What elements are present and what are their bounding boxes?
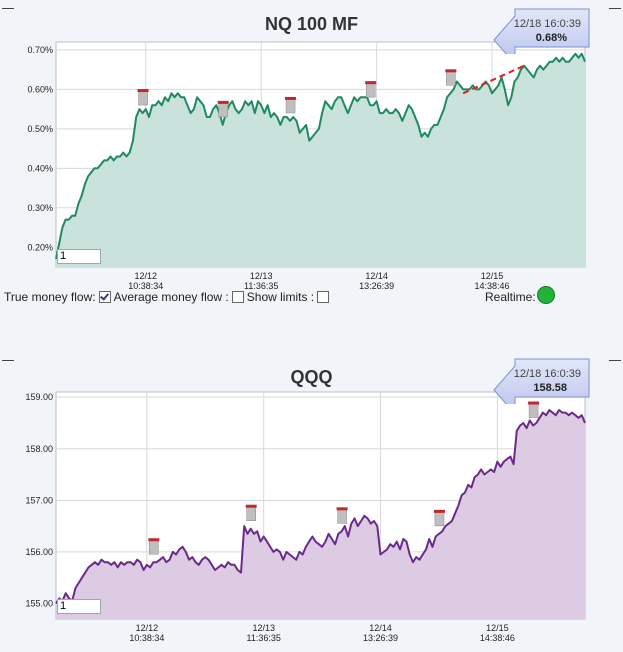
x-tick-time: 13:26:39 xyxy=(359,281,394,291)
period-input[interactable]: 1 xyxy=(57,599,101,614)
flag-marker xyxy=(285,96,297,114)
flag-marker xyxy=(148,538,160,555)
x-tick-time: 10:38:34 xyxy=(129,633,164,643)
y-tick-label: 0.70% xyxy=(27,45,53,55)
nq100-chart[interactable]: 0.20% 0.30% 0.40% 0.50% 0.60% 0.70% 12/1210:38… xyxy=(0,0,623,320)
show-limits-checkbox[interactable] xyxy=(317,291,330,303)
flag-top xyxy=(285,96,297,100)
y-tick-label: 156.00 xyxy=(25,547,53,557)
realtime-label: Realtime: xyxy=(485,290,536,304)
flag-top xyxy=(445,69,457,73)
left-arrow-icon xyxy=(493,358,590,404)
flag-body xyxy=(285,98,296,114)
flag-body xyxy=(446,71,456,86)
x-tick-time: 11:36:35 xyxy=(244,281,278,291)
y-tick-label: 155.00 xyxy=(25,599,53,609)
flag-marker xyxy=(245,504,257,521)
flag-marker xyxy=(217,100,229,118)
trend-line xyxy=(462,64,525,95)
flag-marker xyxy=(336,507,348,524)
chart-title: QQQ xyxy=(290,367,333,387)
flag-top xyxy=(336,507,348,511)
x-tick-time: 14:38:46 xyxy=(480,633,515,643)
series-area xyxy=(56,410,585,619)
x-tick-date: 12/13 xyxy=(250,271,273,281)
y-tick-label: 0.50% xyxy=(27,124,53,134)
callout-value: 0.68% xyxy=(535,32,567,44)
flag-top xyxy=(365,81,377,85)
x-tick-time: 13:26:39 xyxy=(363,633,398,643)
period-input[interactable]: 1 xyxy=(57,249,101,264)
true-money-flow-checkbox[interactable] xyxy=(98,291,111,303)
left-arrow-icon xyxy=(493,8,590,54)
x-tick-time: 11:36:35 xyxy=(247,633,281,643)
x-tick-date: 12/12 xyxy=(135,271,158,281)
flag-top xyxy=(148,538,160,542)
flag-marker xyxy=(445,69,457,86)
panel-edge-mark xyxy=(609,8,621,9)
x-tick-time: 14:38:46 xyxy=(475,281,510,291)
flag-top xyxy=(137,89,149,93)
flag-body xyxy=(337,509,347,524)
last-value-callout: 12/18 16:0:39 158.58 xyxy=(493,356,593,404)
x-tick-date: 12/15 xyxy=(486,623,509,633)
x-tick-date: 12/12 xyxy=(136,623,159,633)
flag-body xyxy=(218,102,228,118)
callout-time: 12/18 16:0:39 xyxy=(513,368,581,380)
flag-top xyxy=(217,100,229,104)
true-money-flow-label: True money flow: xyxy=(4,290,96,304)
x-tick-date: 12/13 xyxy=(252,623,275,633)
y-tick-label: 0.30% xyxy=(27,203,53,213)
flag-marker xyxy=(365,81,377,98)
show-limits-label: Show limits : xyxy=(246,290,315,304)
chart-title: NQ 100 MF xyxy=(264,14,359,34)
x-tick-time: 10:38:34 xyxy=(128,281,163,291)
flag-body xyxy=(246,506,256,521)
x-tick-date: 12/14 xyxy=(365,271,388,281)
x-tick-date: 12/14 xyxy=(369,623,392,633)
flag-body xyxy=(365,82,376,98)
panel-edge-mark xyxy=(609,360,621,361)
qqq-chart-panel: 155.00 156.00 157.00 158.00 159.00 12/12 10:38… xyxy=(0,352,623,652)
flag-marker xyxy=(433,509,445,527)
y-tick-label: 0.40% xyxy=(27,163,53,173)
flag-body xyxy=(138,90,148,106)
y-tick-label: 0.20% xyxy=(27,242,53,252)
money-flow-controls: True money flow: Average money flow : Sh… xyxy=(4,290,332,304)
flag-top xyxy=(433,509,445,513)
y-tick-label: 0.60% xyxy=(27,84,53,94)
y-tick-label: 157.00 xyxy=(25,495,53,505)
average-money-flow-label: Average money flow : xyxy=(113,290,229,304)
average-money-flow-checkbox[interactable] xyxy=(231,291,244,303)
flag-top xyxy=(528,401,540,405)
panel-edge-mark xyxy=(2,360,14,361)
y-tick-label: 159.00 xyxy=(25,392,53,402)
flag-body xyxy=(149,540,159,555)
flag-body xyxy=(434,511,445,527)
series-line xyxy=(55,409,586,605)
callout-time: 12/18 16:0:39 xyxy=(513,18,581,30)
series-line xyxy=(55,52,586,260)
series-area xyxy=(56,53,585,267)
realtime-status-indicator xyxy=(537,286,555,304)
x-tick-date: 12/15 xyxy=(481,271,504,281)
flag-marker xyxy=(137,89,149,106)
panel-edge-mark xyxy=(2,8,14,9)
y-tick-label: 158.00 xyxy=(25,444,53,454)
nq100-chart-panel: 0.20% 0.30% 0.40% 0.50% 0.60% 0.70% 12/12 10:38… xyxy=(0,0,623,320)
callout-value: 158.58 xyxy=(533,382,567,394)
flag-top xyxy=(245,504,257,508)
flag-marker xyxy=(528,401,540,418)
qqq-chart[interactable]: 155.00 156.00 157.00 158.00 159.00 12/1210:38… xyxy=(0,352,623,652)
flag-body xyxy=(528,403,539,418)
last-value-callout: 12/18 16:0:39 0.68% xyxy=(493,6,593,54)
